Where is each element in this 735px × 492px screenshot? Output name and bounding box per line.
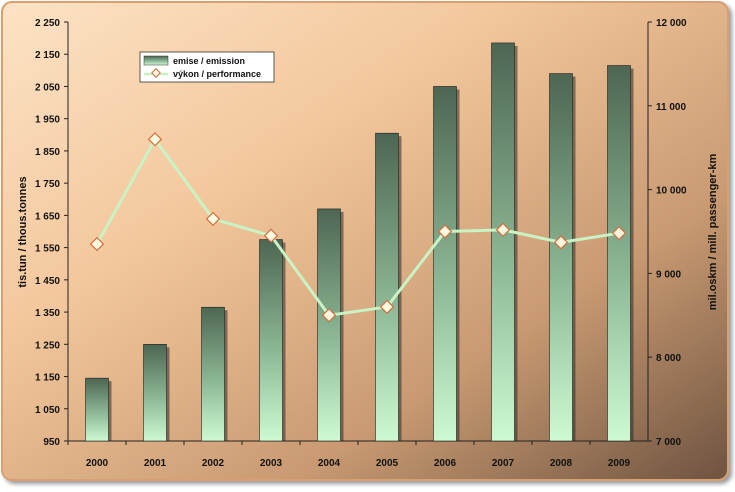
x-tick-label: 2000 [86,458,109,469]
point-performance [553,235,569,250]
chart-background [1,1,729,481]
right-tick-label: 12 000 [656,18,687,29]
left-tick-label: 1 250 [35,340,60,351]
legend-swatch-emission [143,55,169,66]
left-tick-label: 1 050 [35,405,60,416]
bar-emission [85,377,109,442]
bar-emission [143,344,167,442]
left-tick-label: 1 850 [35,147,60,158]
x-tick-label: 2004 [318,458,341,469]
left-tick-label: 2 250 [35,18,60,29]
right-axis-ticks: 7 000 8 000 9 000 10 000 11 000 12 000 [648,18,687,448]
point-performance [89,236,105,252]
y-right-axis-label: mil.oskm / mill. passenger-km [707,154,719,311]
bar-series-emission [85,42,634,442]
bar-emission [259,239,283,442]
right-tick-label: 11 000 [656,102,686,113]
bar-emission [201,306,225,442]
left-axis-ticks: 950 1 050 1 150 1 250 1 350 1 450 1 550 1 650 1 … [35,18,68,448]
left-tick-label: 1 450 [35,276,60,287]
right-tick-label: 8 000 [656,353,681,364]
left-tick-label: 1 750 [35,179,60,190]
right-tick-label: 10 000 [656,186,687,197]
left-tick-label: 1 550 [35,244,60,255]
point-performance [379,299,395,315]
bar-emission [607,65,631,442]
left-tick-label: 2 050 [35,82,60,93]
point-performance [611,225,627,241]
bar-emission [549,73,573,442]
bar-emission [317,208,341,442]
x-tick-label: 2003 [260,458,283,469]
bar-emission [375,132,399,442]
point-performance [321,308,337,323]
legend-swatch-performance-marker [151,68,161,78]
left-tick-label: 1 950 [35,115,60,126]
point-performance [147,132,163,147]
right-tick-label: 9 000 [656,269,681,280]
x-axis-ticks: 2000 2001 2002 2003 2004 2005 2006 2007 2008 2009 [67,441,631,469]
point-performance [495,222,511,238]
left-tick-label: 1 350 [35,308,60,319]
x-tick-label: 2009 [608,458,631,469]
x-tick-label: 2002 [202,458,225,469]
bar-emission [433,86,457,442]
x-tick-label: 2001 [144,458,167,469]
legend-label-performance: výkon / performance [173,69,261,79]
legend: emise / emission výkon / performance [139,51,275,83]
legend-label-emission: emise / emission [173,56,245,66]
bar-emission [491,42,515,442]
x-tick-label: 2005 [376,458,399,469]
left-tick-label: 950 [43,437,60,448]
left-tick-label: 2 150 [35,50,60,61]
point-performance [263,228,279,243]
point-performance [205,211,221,227]
line-series-performance [89,132,627,323]
right-tick-label: 7 000 [656,437,681,448]
point-performance [437,224,453,239]
left-tick-label: 1 150 [35,373,60,384]
x-tick-label: 2007 [492,458,515,469]
x-tick-label: 2008 [550,458,573,469]
y-left-axis-label: tis.tun / thous.tonnes [17,176,29,287]
x-tick-label: 2006 [434,458,457,469]
line-performance [95,137,620,317]
left-tick-label: 1 650 [35,211,60,222]
